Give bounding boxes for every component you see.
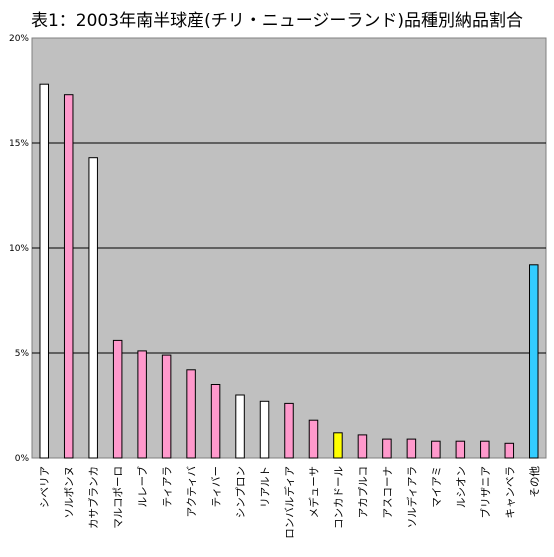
bar bbox=[112, 339, 123, 459]
bar bbox=[210, 384, 221, 459]
bars bbox=[39, 83, 539, 459]
bar bbox=[431, 440, 441, 459]
x-tick-label: ティアラ bbox=[162, 466, 174, 507]
x-tick-label: シンプロン bbox=[235, 466, 247, 518]
bar bbox=[235, 394, 245, 459]
bar bbox=[529, 264, 539, 459]
y-tick-label: 5% bbox=[15, 349, 30, 359]
bar bbox=[308, 419, 319, 459]
x-tick-label: マイアミ bbox=[431, 466, 443, 508]
bar bbox=[333, 432, 343, 459]
bar bbox=[357, 434, 368, 459]
bar bbox=[88, 157, 98, 459]
y-tick-label: 0% bbox=[15, 454, 30, 464]
x-tick-label: カサブランカ bbox=[87, 466, 100, 529]
x-tick-label: リアルト bbox=[260, 466, 272, 508]
x-tick-label: シベリア bbox=[39, 466, 51, 508]
x-tick-label: キャンベラ bbox=[504, 466, 516, 519]
y-axis: 0% 5% 10% 15% 20% bbox=[9, 34, 29, 464]
x-tick-label: アクティバ bbox=[186, 466, 198, 518]
x-tick-label: ロンバルディア bbox=[283, 466, 296, 539]
bar bbox=[161, 354, 172, 459]
y-tick-label: 20% bbox=[9, 34, 29, 44]
x-tick-label: ルレーブ bbox=[136, 466, 149, 508]
bar bbox=[137, 350, 147, 459]
x-axis: シベリア ソルボンヌ カサブランカ マルコポーロ ルレーブ ティアラ アクティバ ティバー シン… bbox=[39, 466, 541, 539]
x-tick-label: ティバー bbox=[211, 466, 223, 507]
x-tick-label: ソルボンヌ bbox=[64, 466, 76, 519]
bar bbox=[186, 369, 196, 459]
x-tick-label: その他 bbox=[528, 466, 541, 498]
x-tick-label: コンカドール bbox=[333, 466, 345, 529]
bar bbox=[259, 400, 270, 459]
x-tick-label: メデューサ bbox=[307, 466, 320, 518]
bar bbox=[480, 440, 490, 459]
chart-title: 表1：2003年南半球産(チリ・ニュージーランド)品種別納品割合 bbox=[30, 11, 523, 31]
bar bbox=[504, 442, 515, 459]
y-tick-label: 15% bbox=[9, 139, 29, 149]
bar bbox=[406, 438, 417, 459]
y-tick-label: 10% bbox=[9, 244, 29, 254]
x-tick-label: アスコーナ bbox=[382, 466, 394, 519]
bar bbox=[284, 402, 294, 459]
bar bbox=[39, 83, 49, 459]
bar bbox=[382, 438, 392, 459]
x-tick-label: アカプルコ bbox=[357, 466, 369, 518]
bar bbox=[63, 94, 74, 459]
x-tick-label: ソルディアラ bbox=[405, 466, 418, 528]
bar bbox=[455, 440, 466, 459]
x-tick-label: ルシオン bbox=[455, 466, 467, 508]
x-tick-label: ブリザニア bbox=[479, 466, 492, 519]
x-tick-label: マルコポーロ bbox=[113, 466, 125, 529]
